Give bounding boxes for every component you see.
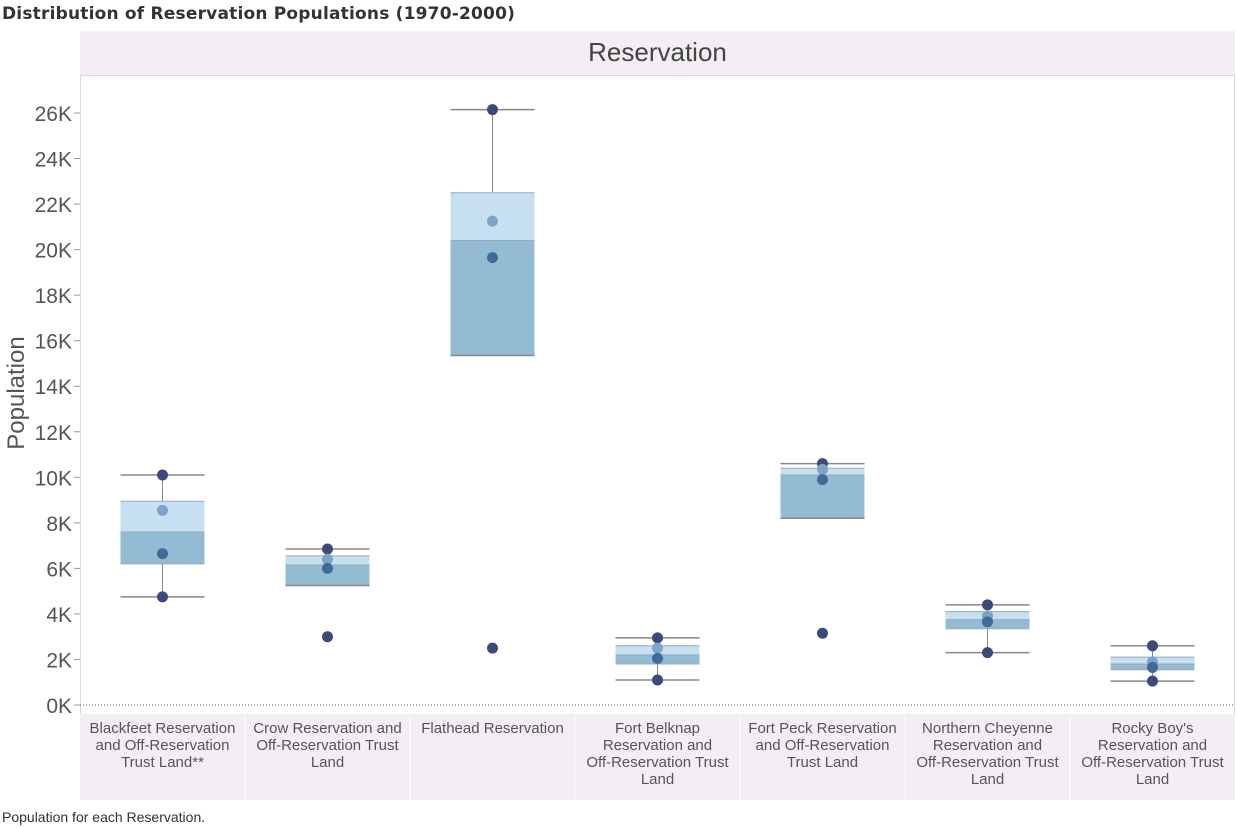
category-label: Fort Belknap Reservation and Off-Reservati… [586, 720, 729, 788]
y-tick-label: 22K [35, 194, 72, 217]
data-point [322, 543, 333, 555]
category-label: Fort Peck Reservation and Off-Reservation… [748, 720, 896, 771]
y-tick-label: 24K [35, 149, 72, 172]
y-tick-label: 20K [35, 240, 72, 263]
category-label: Crow Reservation and Off-Reservation Trus… [253, 720, 401, 771]
data-point [322, 562, 333, 574]
y-tick-label: 18K [35, 285, 72, 308]
y-tick-label: 6K [46, 558, 72, 581]
data-point [487, 642, 498, 654]
data-point [157, 591, 168, 603]
data-point [487, 215, 498, 227]
y-tick-label: 12K [35, 422, 72, 445]
y-axis-title: Population [3, 336, 30, 449]
data-point [1147, 661, 1158, 673]
data-point [1147, 675, 1158, 687]
data-point [322, 553, 333, 565]
plot-area [80, 75, 1235, 715]
data-point [982, 616, 993, 628]
y-tick-label: 10K [35, 467, 72, 490]
y-tick-label: 0K [46, 695, 72, 718]
data-point [157, 548, 168, 560]
y-tick-label: 16K [35, 331, 72, 354]
data-point [982, 647, 993, 659]
data-point [652, 642, 663, 654]
category-label: Flathead Reservation [421, 720, 564, 737]
y-tick-label: 4K [46, 604, 72, 627]
data-point [487, 104, 498, 116]
y-tick-label: 8K [46, 513, 72, 536]
facet-header: Reservation [588, 37, 727, 67]
data-point [652, 652, 663, 664]
data-point [817, 474, 828, 486]
data-point [157, 504, 168, 516]
category-label: Blackfeet Reservation and Off-Reservation… [90, 720, 236, 771]
data-point [817, 463, 828, 475]
y-tick-label: 26K [35, 103, 72, 126]
chart-title: Distribution of Reservation Populations … [2, 4, 516, 24]
header-band [80, 31, 1235, 75]
data-point [1147, 640, 1158, 652]
y-tick-label: 2K [46, 649, 72, 672]
data-point [652, 632, 663, 644]
category-label: Northern Cheyenne Reservation and Off-Rese… [916, 720, 1059, 788]
box-lower [285, 564, 370, 586]
data-point [322, 631, 333, 643]
data-point [157, 469, 168, 481]
data-point [982, 599, 993, 611]
category-label-band [80, 714, 1235, 800]
data-point [652, 674, 663, 686]
y-tick-label: 14K [35, 376, 72, 399]
data-point [487, 252, 498, 264]
chart-caption: Population for each Reservation. [2, 809, 206, 825]
data-point [817, 627, 828, 639]
category-label: Rocky Boy's Reservation and Off-Reservatio… [1081, 720, 1224, 788]
